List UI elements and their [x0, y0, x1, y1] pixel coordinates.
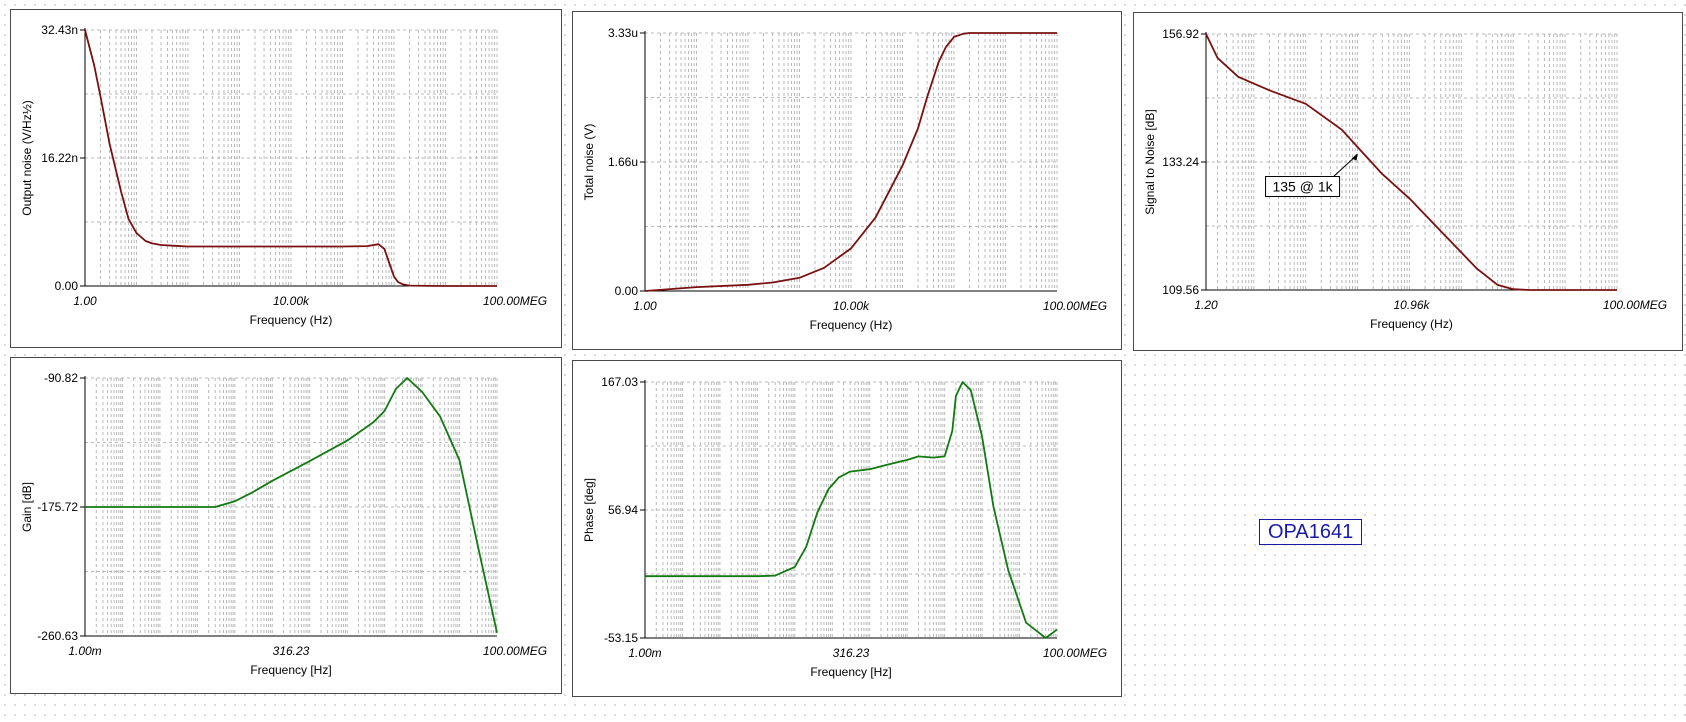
snr-series-line [1205, 33, 1617, 291]
circuit-name-label: OPA1641 [1259, 519, 1363, 545]
phase-y-axis-title: Phase [deg] [582, 478, 596, 542]
output-noise-x-tick-label: 10.00k [273, 294, 310, 308]
phase-x-axis-title: Frequency [Hz] [810, 665, 891, 679]
total-noise-y-tick-label: 0.00 [615, 284, 639, 298]
gain-plot: -90.82 -175.72 -260.631.00m 316.23 100.00MEG… [20, 371, 547, 677]
output-noise-y-tick-label: 32.43n [41, 23, 78, 37]
snr-y-tick-label: 133.24 [1162, 155, 1199, 169]
snr-x-tick-label: 1.20 [1194, 298, 1218, 312]
gain-x-axis-title: Frequency [Hz] [250, 663, 331, 677]
total-noise-x-tick-label: 1.00 [633, 299, 657, 313]
total-noise-series-line [644, 32, 1057, 292]
gain-chart: -90.82 -175.72 -260.63 1.00m 316.23 100.00MEG… [10, 357, 562, 694]
gain-y-tick-label: -90.82 [44, 371, 78, 385]
phase-chart: 167.03 56.94 -53.15 1.00m 316.23 100.00MEG Fre… [572, 360, 1122, 697]
gain-x-tick-label: 316.23 [273, 644, 310, 658]
total-noise-plot: 3.33u 1.66u 0.001.00 10.00k 100.00MEG Frequen… [582, 26, 1107, 332]
snr-y-tick-label: 109.56 [1162, 283, 1199, 297]
total-noise-chart: 3.33u 1.66u 0.00 1.00 10.00k 100.00MEG Frequen… [572, 11, 1122, 350]
phase-series-line [645, 381, 1058, 639]
total-noise-y-tick-label: 1.66u [608, 155, 638, 169]
phase-x-tick-label: 1.00m [628, 646, 661, 660]
output-noise-plot: 32.43n 16.22n 0.001.00 10.00k 100.00MEG Frequ… [20, 23, 547, 327]
output-noise-x-axis-title: Frequency (Hz) [250, 313, 333, 327]
gain-series-line [85, 377, 498, 633]
phase-x-tick-label: 100.00MEG [1043, 646, 1107, 660]
annotation-label: 135 @ 1k [1272, 178, 1333, 194]
snr-plot: 156.92 133.24 109.561.20 10.96k 100.00MEG Fre… [1143, 27, 1667, 331]
output-noise-y-tick-label: 16.22n [41, 151, 78, 165]
annotation-arrowhead [1351, 153, 1358, 161]
total-noise-y-tick-label: 3.33u [608, 26, 638, 40]
output-noise-x-tick-label: 1.00 [73, 294, 97, 308]
phase-plot: 167.03 56.94 -53.151.00m 316.23 100.00MEG Fre… [582, 375, 1107, 679]
gain-y-tick-label: -260.63 [37, 629, 78, 643]
total-noise-x-tick-label: 10.00k [833, 299, 870, 313]
annotation-box [1265, 175, 1341, 197]
total-noise-y-axis-title: Total noise (V) [582, 124, 596, 201]
total-noise-x-axis-title: Frequency (Hz) [810, 318, 893, 332]
output-noise-series-line [84, 29, 497, 287]
snr-y-axis-title: Signal to Noise [dB] [1143, 109, 1157, 214]
output-noise-y-axis-title: Output noise (V/Hz½) [20, 100, 34, 215]
total-noise-x-tick-label: 100.00MEG [1043, 299, 1107, 313]
snr-y-tick-label: 156.92 [1162, 27, 1199, 41]
phase-x-tick-label: 316.23 [833, 646, 870, 660]
output-noise-chart: 32.43n 16.22n 0.00 1.00 10.00k 100.00MEG Frequ… [10, 9, 562, 348]
output-noise-y-tick-label: 0.00 [55, 279, 79, 293]
gain-x-tick-label: 100.00MEG [483, 644, 547, 658]
snr-x-axis-title: Frequency (Hz) [1370, 317, 1453, 331]
snr-chart: 156.92 133.24 109.56 1.20 10.96k 100.00MEG Fre… [1133, 12, 1683, 351]
snr-x-tick-label: 100.00MEG [1603, 298, 1667, 312]
gain-x-tick-label: 1.00m [68, 644, 101, 658]
snr-x-tick-label: 10.96k [1393, 298, 1430, 312]
gain-y-axis-title: Gain [dB] [20, 482, 34, 532]
phase-y-tick-label: 56.94 [608, 503, 638, 517]
phase-y-tick-label: -53.15 [604, 631, 638, 645]
phase-y-tick-label: 167.03 [601, 375, 638, 389]
gain-y-tick-label: -175.72 [37, 500, 78, 514]
output-noise-x-tick-label: 100.00MEG [483, 294, 547, 308]
